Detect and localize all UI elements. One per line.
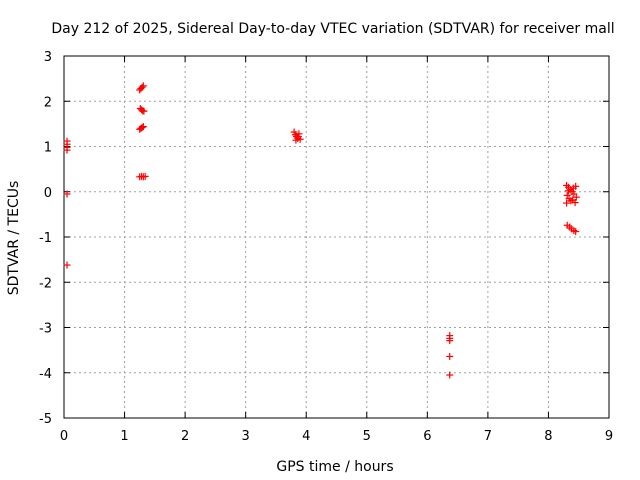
x-tick-label: 4 xyxy=(302,429,310,444)
y-tick-label: -2 xyxy=(39,276,52,291)
x-tick-label: 7 xyxy=(484,429,492,444)
data-point xyxy=(63,261,71,269)
x-axis-label: GPS time / hours xyxy=(276,459,393,475)
data-point xyxy=(446,337,454,345)
data-point xyxy=(294,133,302,141)
data-point xyxy=(139,123,147,131)
x-tick-label: 5 xyxy=(363,429,371,444)
y-tick-labels: -5 -4 -3 -2 -1 0 1 2 3 xyxy=(39,50,52,427)
data-point xyxy=(138,83,146,91)
y-tick-label: -3 xyxy=(39,322,52,337)
data-point xyxy=(63,146,71,154)
data-point xyxy=(569,184,577,192)
x-tick-label: 3 xyxy=(242,429,250,444)
data-point xyxy=(139,82,147,90)
data-point xyxy=(572,193,580,201)
y-tick-label: -1 xyxy=(39,231,52,246)
data-point xyxy=(563,181,571,189)
y-tick-label: -4 xyxy=(39,367,52,382)
data-point xyxy=(446,352,454,360)
data-point xyxy=(141,172,149,180)
x-tick-label: 1 xyxy=(120,429,128,444)
y-axis-label: SDTVAR / TECUs xyxy=(6,181,22,296)
x-tick-label: 8 xyxy=(544,429,552,444)
y-tick-label: 3 xyxy=(44,50,52,65)
y-tick-label: 1 xyxy=(44,141,52,156)
grid-lines xyxy=(64,56,609,418)
y-tick-label: 2 xyxy=(44,95,52,110)
data-point xyxy=(572,228,580,236)
y-tick-label: 0 xyxy=(44,186,52,201)
x-tick-label: 0 xyxy=(60,429,68,444)
data-point xyxy=(140,107,148,115)
data-point xyxy=(564,187,572,195)
plot-frame xyxy=(63,55,610,419)
data-points xyxy=(63,82,580,379)
data-point xyxy=(292,136,300,144)
y-tick-label: -5 xyxy=(39,412,52,427)
x-tick-label: 9 xyxy=(605,429,613,444)
x-tick-label: 2 xyxy=(181,429,189,444)
x-tick-label: 6 xyxy=(423,429,431,444)
data-point xyxy=(138,123,146,131)
x-tick-labels: 0 1 2 3 4 5 6 7 8 9 xyxy=(60,429,613,444)
data-point xyxy=(563,199,571,207)
data-point xyxy=(571,199,579,207)
chart-title: Day 212 of 2025, Sidereal Day-to-day VTE… xyxy=(51,21,614,37)
data-point xyxy=(63,190,71,198)
data-point xyxy=(446,371,454,379)
